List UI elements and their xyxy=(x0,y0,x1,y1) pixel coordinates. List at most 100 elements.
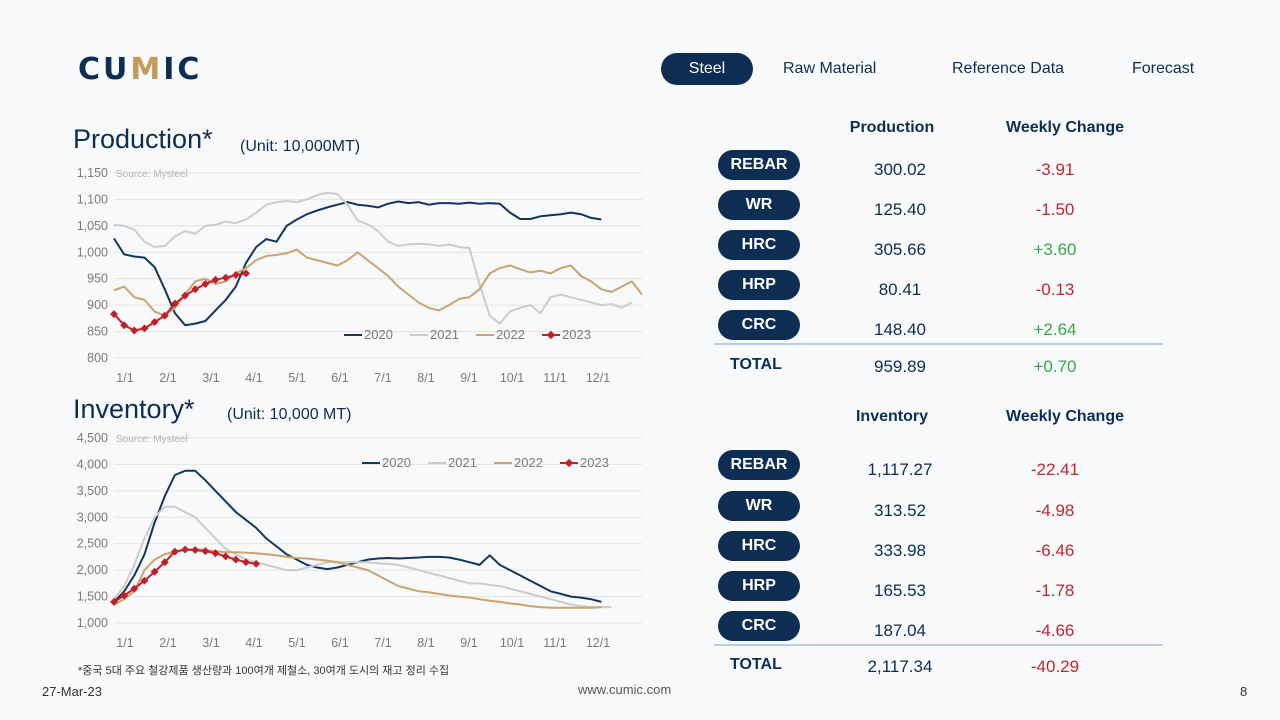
y-tick-label: 1,100 xyxy=(77,192,108,206)
y-tick-label: 1,050 xyxy=(77,219,108,233)
production-row-weekly-change: -1.50 xyxy=(1035,200,1075,219)
x-tick-label: 4/1 xyxy=(245,371,262,385)
inventory-row-pill-wr[interactable]: WR xyxy=(718,491,800,521)
y-tick-label: 2,500 xyxy=(77,537,108,551)
y-tick-label: 1,150 xyxy=(77,166,108,180)
x-tick-label: 9/1 xyxy=(460,371,477,385)
inventory-row-pill-crc[interactable]: CRC xyxy=(718,611,800,641)
production-total-label: TOTAL xyxy=(730,356,782,373)
inventory-point-2023 xyxy=(221,552,230,561)
production-row-value: 300.02 xyxy=(874,160,926,179)
legend-marker-2023 xyxy=(564,458,574,468)
production-row-value: 80.41 xyxy=(878,280,922,299)
legend-label-2022: 2022 xyxy=(514,455,543,470)
legend-label-2022: 2022 xyxy=(496,327,525,342)
production-point-2023 xyxy=(221,273,230,282)
tab-forecast[interactable]: Forecast xyxy=(1132,60,1195,77)
y-tick-label: 950 xyxy=(87,272,108,286)
source-label: Source: Mysteel xyxy=(116,169,188,180)
x-tick-label: 6/1 xyxy=(331,371,348,385)
x-tick-label: 10/1 xyxy=(500,371,524,385)
x-tick-label: 11/1 xyxy=(543,636,566,650)
legend-label-2021: 2021 xyxy=(430,327,459,342)
production-row-pill-wr[interactable]: WR xyxy=(718,190,800,220)
x-tick-label: 5/1 xyxy=(288,371,305,385)
inventory-row-pill-hrp[interactable]: HRP xyxy=(718,571,800,601)
x-tick-label: 8/1 xyxy=(417,636,434,650)
production-row-pill-hrp[interactable]: HRP xyxy=(718,270,800,300)
inventory-point-2023 xyxy=(110,597,118,606)
legend-label-2023: 2023 xyxy=(562,327,591,342)
production-row-pill-hrc[interactable]: HRC xyxy=(718,230,800,260)
x-tick-label: 4/1 xyxy=(245,636,262,650)
production-weekly-change-header: Weekly Change xyxy=(1006,119,1124,136)
tab-raw-material[interactable]: Raw Material xyxy=(783,60,877,77)
inventory-row-weekly-change: -1.78 xyxy=(1035,581,1075,600)
inventory-row-value: 1,117.27 xyxy=(867,460,933,479)
logo-text-pre: CU xyxy=(78,52,131,87)
production-header: Production xyxy=(849,119,935,136)
website-link[interactable]: www.cumic.com xyxy=(578,682,672,697)
inventory-row-weekly-change: -4.98 xyxy=(1035,501,1075,520)
y-tick-label: 800 xyxy=(87,351,108,365)
logo-text-mid: M xyxy=(130,52,164,87)
inventory-row-pill-hrc[interactable]: HRC xyxy=(718,531,800,561)
inventory-point-2023 xyxy=(191,546,200,555)
production-row-pill-rebar[interactable]: REBAR xyxy=(718,150,800,180)
inventory-total-change: -40.29 xyxy=(1030,657,1080,676)
tab-steel[interactable]: Steel xyxy=(661,53,753,85)
logo-text-post: IC xyxy=(163,52,203,87)
inventory-point-2023 xyxy=(252,559,261,568)
x-tick-label: 12/1 xyxy=(586,636,610,650)
x-tick-label: 5/1 xyxy=(288,636,305,650)
production-chart: 800 850 900 950 1,000 1,050 1,100 1,150 1/1 2/1 3/… xyxy=(77,166,643,385)
production-row-weekly-change: -0.13 xyxy=(1035,280,1075,299)
legend-label-2021: 2021 xyxy=(448,455,477,470)
inventory-series-2022 xyxy=(113,548,602,609)
y-tick-label: 1,000 xyxy=(77,245,108,259)
production-row-value: 148.40 xyxy=(874,320,926,339)
x-tick-label: 12/1 xyxy=(586,371,610,385)
inventory-series-2021 xyxy=(113,505,612,609)
y-tick-label: 3,500 xyxy=(77,484,108,498)
x-tick-label: 9/1 xyxy=(460,636,477,650)
inventory-row-weekly-change: -6.46 xyxy=(1035,541,1075,560)
legend-marker-2023 xyxy=(546,330,556,340)
production-series-2021 xyxy=(113,191,633,325)
inventory-row-weekly-change: -4.66 xyxy=(1035,621,1075,640)
production-total-divider xyxy=(714,343,1163,345)
production-total-change: +0.70 xyxy=(1033,357,1077,376)
tab-reference-data[interactable]: Reference Data xyxy=(952,60,1065,77)
cumic-logo: CUMIC xyxy=(78,52,202,87)
x-tick-label: 1/1 xyxy=(116,636,133,650)
production-row-pill-crc[interactable]: CRC xyxy=(718,310,800,340)
inventory-row-value: 313.52 xyxy=(874,501,926,520)
inventory-header: Inventory xyxy=(855,408,928,425)
inventory-point-2023 xyxy=(170,547,179,556)
production-series-2022 xyxy=(113,248,643,317)
inventory-row-pill-rebar[interactable]: REBAR xyxy=(718,450,800,480)
date: 27-Mar-23 xyxy=(42,684,102,699)
inventory-row-value: 165.53 xyxy=(874,581,926,600)
inventory-point-2023 xyxy=(130,584,139,593)
production-point-2023 xyxy=(211,275,220,284)
inventory-weekly-change-header: Weekly Change xyxy=(1006,408,1124,425)
inventory-chart: 1,000 1,500 2,000 2,500 3,000 3,500 4,000 4,500… xyxy=(77,431,642,650)
inventory-point-2023 xyxy=(181,545,190,554)
legend-label-2023: 2023 xyxy=(580,455,609,470)
production-row-value: 125.40 xyxy=(874,200,926,219)
x-tick-label: 2/1 xyxy=(159,371,176,385)
y-tick-label: 2,000 xyxy=(77,563,108,577)
inventory-row-value: 333.98 xyxy=(874,541,926,560)
production-row-weekly-change: +3.60 xyxy=(1033,240,1077,259)
production-point-2023 xyxy=(201,280,210,288)
production-unit: (Unit: 10,000MT) xyxy=(240,138,361,155)
inventory-total-divider xyxy=(714,644,1163,646)
inventory-total-value: 2,117.34 xyxy=(867,657,933,676)
inventory-row-weekly-change: -22.41 xyxy=(1030,460,1080,479)
y-tick-label: 1,500 xyxy=(77,590,108,604)
production-point-2023 xyxy=(231,271,240,279)
legend-label-2020: 2020 xyxy=(364,327,393,342)
inventory-point-2023 xyxy=(201,547,210,556)
x-tick-label: 7/1 xyxy=(374,371,391,385)
